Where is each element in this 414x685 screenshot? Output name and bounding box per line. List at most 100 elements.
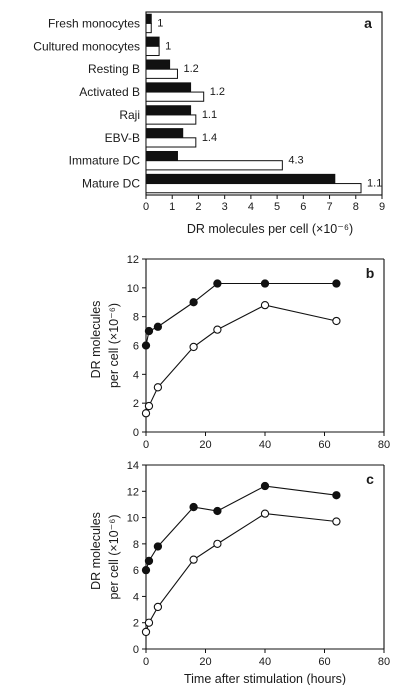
y-tick-label-b: 8 (133, 312, 139, 324)
x-tick-label-a: 9 (379, 201, 385, 213)
category-label: Cultured monocytes (33, 39, 140, 53)
bar-open (145, 45, 160, 57)
x-tick-label-c: 40 (259, 656, 271, 668)
x-tick-label-b: 20 (199, 439, 211, 451)
data-point-open (189, 555, 198, 564)
y-tick-label-b: 4 (133, 369, 139, 381)
data-point-filled (213, 506, 222, 516)
category-label: Resting B (88, 62, 140, 76)
category-label: Mature DC (82, 177, 140, 191)
bar-filled (145, 128, 184, 139)
data-point-open (332, 517, 341, 526)
panel-label-b: b (366, 265, 375, 281)
data-point-filled (153, 542, 163, 551)
data-point-filled (332, 279, 341, 288)
bar-open (145, 183, 362, 194)
data-point-filled (260, 481, 270, 491)
data-point-filled (144, 326, 154, 336)
data-point-open (144, 618, 154, 627)
y-axis-label-line1-b: DR molecules (89, 301, 103, 379)
y-axis-label-line2-b: per cell (×10⁻⁶) (107, 303, 121, 388)
bar-filled (145, 173, 336, 185)
data-point-open (144, 401, 154, 411)
y-tick-label-c: 14 (127, 460, 139, 472)
x-tick-label-a: 8 (353, 201, 359, 213)
ratio-label: 1.2 (183, 63, 198, 75)
ratio-label: 1.2 (210, 86, 225, 98)
bar-open (145, 137, 197, 148)
data-point-open (213, 325, 222, 334)
x-tick-label-c: 0 (143, 656, 149, 668)
bar-filled (145, 105, 192, 116)
y-axis-label-line2-c: per cell (×10⁻⁶) (107, 514, 121, 599)
y-tick-label-c: 0 (133, 644, 139, 656)
ratio-label: 1 (165, 40, 171, 52)
y-tick-label-b: 12 (127, 254, 139, 266)
bar-filled (145, 59, 171, 70)
y-tick-label-c: 2 (133, 618, 139, 630)
data-point-open (141, 627, 151, 637)
bar-open (145, 68, 178, 79)
x-tick-label-a: 6 (300, 201, 306, 213)
data-point-open (189, 342, 198, 352)
series-line-filled (145, 485, 337, 571)
ratio-label: 1.4 (202, 132, 217, 144)
data-point-open (141, 409, 151, 418)
y-axis-label-line1-c: DR molecules (89, 512, 103, 590)
data-point-open (260, 300, 270, 310)
ratio-label: 1.1 (367, 178, 382, 190)
x-tick-label-c: 60 (318, 656, 330, 668)
category-label: EBV-B (105, 131, 140, 145)
bar-filled (145, 82, 192, 93)
x-tick-label-a: 1 (169, 201, 175, 213)
x-tick-label-a: 0 (143, 201, 149, 213)
series-line-open (145, 513, 337, 633)
y-tick-label-c: 6 (133, 565, 139, 577)
data-point-filled (153, 322, 163, 331)
y-tick-label-c: 10 (127, 513, 139, 525)
category-label: Fresh monocytes (48, 16, 140, 30)
x-axis-label-a: DR molecules per cell (×10⁻⁶) (187, 222, 353, 236)
bar-open (145, 22, 152, 34)
x-tick-label-b: 0 (143, 439, 149, 451)
data-point-open (213, 539, 222, 549)
x-tick-label-a: 2 (195, 201, 201, 213)
bar-filled (145, 13, 152, 24)
data-point-filled (189, 502, 198, 512)
y-tick-label-b: 10 (127, 283, 139, 295)
y-tick-label-c: 4 (133, 591, 139, 603)
y-tick-label-c: 8 (133, 539, 139, 551)
bar-open (145, 114, 197, 125)
y-tick-label-b: 6 (133, 341, 139, 353)
x-tick-label-c: 80 (378, 656, 390, 668)
panel-label-c: c (366, 471, 374, 487)
y-tick-label-c: 12 (127, 486, 139, 498)
data-point-open (153, 383, 163, 392)
data-point-filled (189, 298, 198, 307)
data-point-filled (141, 565, 151, 575)
data-point-open (153, 602, 163, 612)
x-axis-label-c: Time after stimulation (hours) (184, 672, 346, 685)
x-tick-label-a: 7 (326, 201, 332, 213)
x-tick-label-b: 80 (378, 439, 390, 451)
bar-open (145, 160, 283, 171)
x-tick-label-a: 5 (274, 201, 280, 213)
category-label: Raji (119, 108, 140, 122)
y-tick-label-b: 0 (133, 427, 139, 439)
data-point-filled (141, 341, 151, 350)
bar-open (145, 91, 205, 102)
data-point-filled (332, 491, 341, 500)
x-tick-label-c: 20 (199, 656, 211, 668)
category-label: Immature DC (69, 154, 141, 168)
data-point-open (260, 509, 270, 518)
ratio-label: 4.3 (288, 155, 303, 167)
data-point-filled (213, 279, 222, 288)
data-point-filled (260, 279, 270, 288)
category-label: Activated B (79, 85, 140, 99)
ratio-label: 1.1 (202, 109, 217, 121)
plot-frame-a (145, 11, 383, 196)
x-tick-label-a: 4 (248, 201, 254, 213)
bar-filled (145, 150, 178, 162)
data-point-open (332, 316, 341, 326)
